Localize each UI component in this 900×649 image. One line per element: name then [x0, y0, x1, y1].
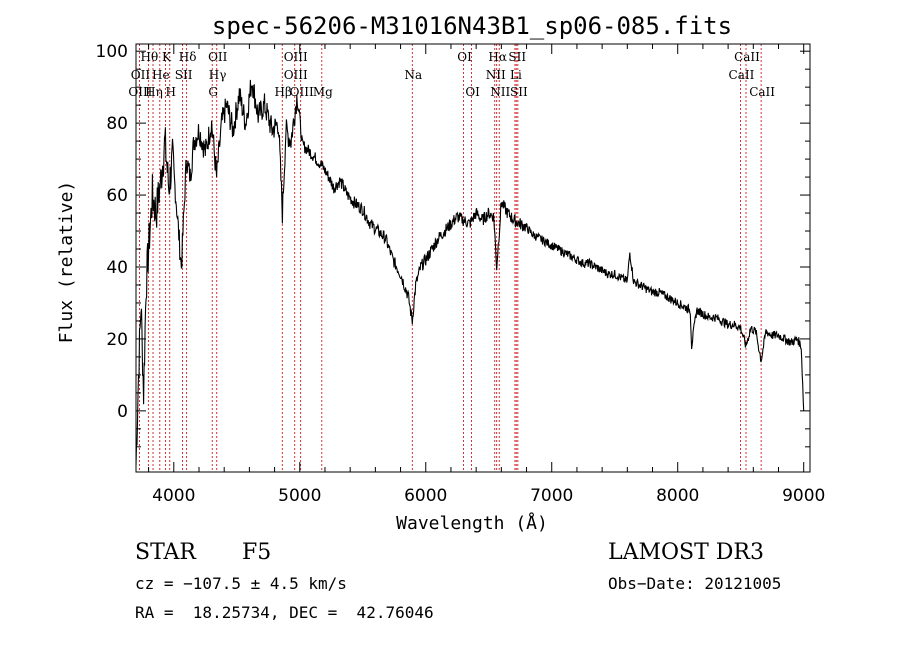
observation-date: Obs−Date: 20121005 [608, 574, 782, 593]
line-label: OIII [284, 68, 308, 82]
line-label: SII [510, 85, 528, 99]
y-tick-label: 20 [106, 330, 128, 350]
y-tick-label: 40 [106, 258, 128, 278]
line-label: Hβ [275, 85, 292, 99]
x-tick-label: 9000 [782, 486, 825, 506]
line-label: Li [510, 68, 522, 82]
line-label: H [166, 85, 176, 99]
line-label: CaII [734, 50, 760, 64]
sky-coordinates: RA = 18.25734, DEC = 42.76046 [135, 603, 434, 622]
line-label: OI [457, 50, 472, 64]
spectrum-line [135, 79, 805, 466]
object-subclass: F5 [242, 540, 272, 565]
x-tick-label: 4000 [152, 486, 195, 506]
line-label: OII [208, 50, 228, 64]
line-label: OI [465, 85, 480, 99]
line-label: OIII [128, 85, 152, 99]
y-tick-label: 60 [106, 186, 128, 206]
chart-title: spec-56206-M31016N43B1_sp06-085.fits [212, 12, 732, 40]
object-class: STAR [135, 540, 196, 565]
line-label: SII [508, 50, 526, 64]
line-label: He [152, 68, 170, 82]
line-label: Na [404, 68, 422, 82]
line-label: NII [486, 68, 506, 82]
line-label: SII [175, 68, 193, 82]
redshift-info: cz = −107.5 ± 4.5 km/s [135, 574, 347, 593]
line-label: CaII [729, 68, 755, 82]
x-tick-label: 6000 [404, 486, 447, 506]
survey-name: LAMOST DR3 [608, 540, 764, 565]
line-label: Hα [488, 50, 507, 64]
line-label: Hη [145, 85, 163, 99]
line-label: Hθ [140, 50, 158, 64]
y-tick-label: 100 [96, 42, 128, 62]
y-tick-label: 80 [106, 114, 128, 134]
line-label: OII [131, 68, 151, 82]
line-label: NII [490, 85, 510, 99]
line-label: Hγ [209, 68, 227, 82]
y-axis-ticks: 0 20 40 60 80 100 [96, 42, 810, 448]
line-label: K [162, 50, 172, 64]
x-tick-label: 8000 [656, 486, 699, 506]
y-tick-label: 0 [117, 402, 128, 422]
x-tick-label: 7000 [530, 486, 573, 506]
x-axis-ticks: 4000 5000 6000 7000 8000 9000 [148, 44, 825, 506]
plot-frame [135, 43, 811, 473]
line-label: CaII [749, 85, 775, 99]
emission-line-markers [139, 44, 762, 472]
line-label: Hδ [179, 50, 197, 64]
line-label: OIII [284, 50, 308, 64]
line-label: G [208, 85, 218, 99]
y-axis-label: Flux (relative) [56, 181, 77, 344]
line-label: Mg [313, 85, 333, 99]
x-tick-label: 5000 [278, 486, 321, 506]
line-label: OIII [290, 85, 314, 99]
x-axis-label: Wavelength (Å) [396, 512, 548, 534]
